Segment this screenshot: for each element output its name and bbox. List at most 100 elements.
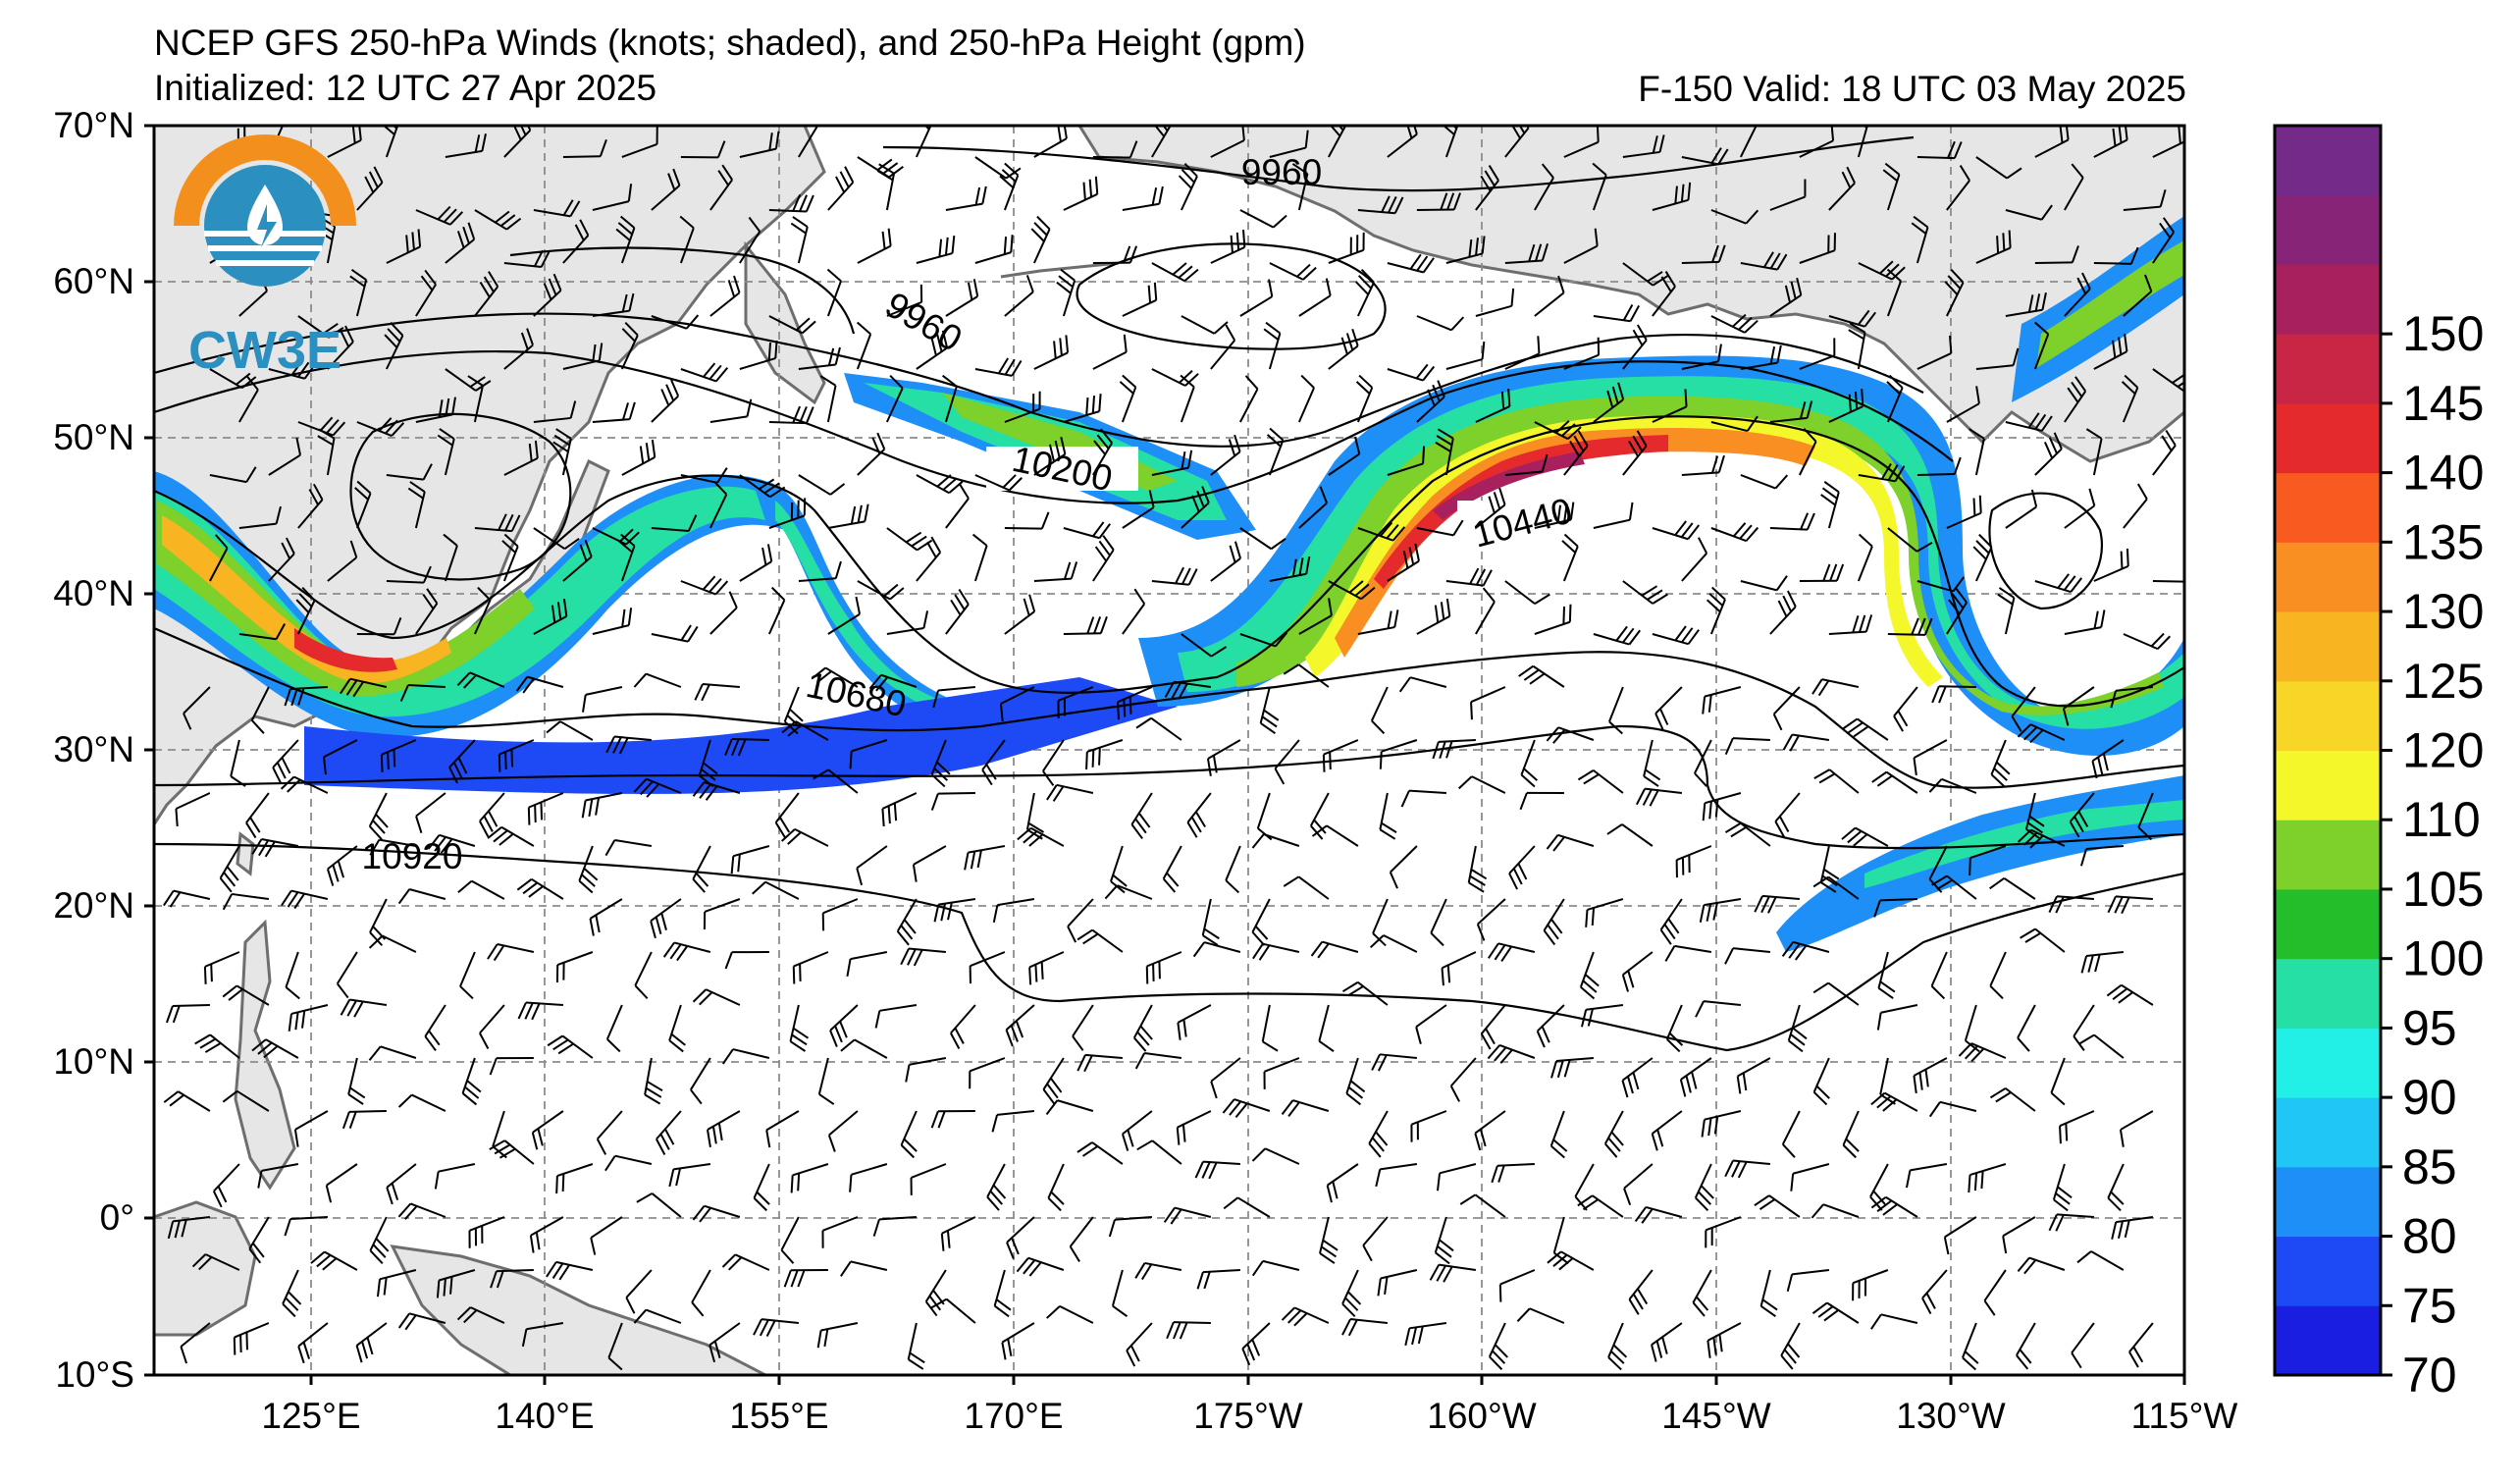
wind-barb-feather	[1322, 754, 1326, 772]
wind-barb-feather	[1882, 1098, 1898, 1112]
wind-barb-feather	[713, 481, 728, 496]
wind-barb-feather	[1310, 940, 1324, 957]
wind-barb	[1004, 291, 1034, 317]
wind-barb-feather	[1556, 504, 1562, 523]
wind-barb-feather	[2048, 895, 2058, 914]
wind-barb-feather	[1178, 683, 1188, 700]
wind-barb-feather	[839, 171, 850, 188]
wind-barb-feather	[1969, 428, 1985, 440]
wind-barb-feather	[1541, 453, 1549, 472]
wind-barb-feather	[913, 949, 923, 967]
wind-barb-feather	[2119, 1129, 2125, 1147]
wind-barb-feather	[1627, 1076, 1634, 1094]
wind-barb-feather	[1139, 1025, 1153, 1040]
wind-barb-feather	[1148, 490, 1155, 508]
wind-barb-feather	[724, 738, 733, 756]
wind-barb-feather	[701, 768, 716, 781]
wind-barb-feather	[756, 1191, 770, 1205]
wind-barb-feather	[1183, 268, 1199, 283]
wind-barb	[605, 1004, 623, 1040]
wind-barb-feather	[846, 958, 852, 978]
wind-barb	[1879, 1057, 1889, 1095]
wind-barb-feather	[1853, 833, 1868, 847]
wind-barb-feather	[1995, 761, 2011, 775]
wind-barb-feather	[1820, 494, 1836, 506]
wind-barb-feather	[1360, 268, 1375, 284]
lat-label: 40°N	[53, 573, 134, 613]
wind-barb-feather	[1110, 880, 1126, 894]
wind-barb-feather	[1319, 486, 1329, 503]
wind-barb-feather	[664, 1128, 675, 1145]
wind-barb-feather	[1842, 717, 1859, 730]
wind-barb-feather	[2055, 896, 2065, 914]
wind-barb-feather	[1422, 365, 1436, 382]
wind-barb-feather	[369, 931, 384, 946]
wind-barb-feather	[1072, 1035, 1084, 1051]
wind-barb-feather	[2002, 233, 2006, 251]
wind-barb-feather	[1291, 558, 1297, 577]
wind-barb-feather	[461, 1092, 478, 1106]
wind-barb-feather	[210, 964, 213, 982]
wind-barb-feather	[1304, 130, 1309, 148]
wind-barb-feather	[1481, 342, 1486, 360]
wind-barb-feather	[1176, 1127, 1181, 1145]
wind-barb-feather	[1731, 313, 1747, 328]
wind-barb-feather	[1076, 1054, 1086, 1072]
wind-barb-feather	[1476, 924, 1486, 941]
wind-barb	[1792, 1269, 1830, 1276]
wind-barb-feather	[1152, 963, 1155, 981]
wind-barb-feather	[494, 1143, 511, 1155]
wind-barb-feather	[900, 925, 914, 940]
wind-barb-feather	[2110, 1191, 2125, 1205]
wind-barb-feather	[1884, 162, 1901, 176]
wind-barb-feather	[633, 672, 648, 688]
wind-barb	[1886, 281, 1903, 317]
colorbar-tick-label: 110	[2402, 792, 2481, 847]
wind-barb-feather	[351, 126, 356, 144]
wind-barb	[1239, 633, 1277, 648]
wind-barb	[2033, 334, 2050, 370]
wind-barb-feather	[799, 963, 802, 981]
wind-barb-feather	[1508, 873, 1519, 890]
wind-barb-feather	[2102, 753, 2109, 771]
wind-barb-feather	[1983, 1299, 1996, 1316]
wind-barb-feather	[1469, 874, 1486, 886]
wind-barb-feather	[175, 808, 179, 827]
wind-barb-feather	[667, 173, 676, 190]
wind-barb-feather	[1848, 394, 1852, 412]
wind-barb	[1769, 195, 1806, 211]
wind-barb-feather	[680, 624, 692, 641]
wind-barb-feather	[1045, 1099, 1059, 1116]
wind-barb	[2071, 1322, 2095, 1354]
wind-barb-feather	[1076, 928, 1093, 941]
wind-barb	[1623, 1163, 1654, 1190]
wind-barb-feather	[1928, 778, 1943, 793]
wind-barb-feather	[443, 533, 458, 547]
wind-barb-feather	[1201, 1161, 1211, 1179]
wind-barb-feather	[1222, 1098, 1235, 1114]
wind-barb-feather	[855, 596, 862, 614]
wind-barb-feather	[2094, 954, 2101, 973]
wind-barb-feather	[294, 1012, 299, 1031]
wind-barb-feather	[1387, 610, 1392, 629]
wind-barb-feather	[457, 879, 473, 894]
lon-label: 170°E	[964, 1396, 1063, 1436]
wind-barb-feather	[640, 780, 654, 796]
wind-barb-feather	[2110, 690, 2118, 709]
wind-barb-feather	[2059, 126, 2064, 143]
colorbar-tick-label: 125	[2402, 654, 2484, 709]
wind-barb	[238, 633, 277, 641]
wind-barb	[1880, 1004, 1918, 1014]
wind-barb-feather	[1911, 222, 1927, 235]
wind-barb-feather	[214, 534, 229, 550]
wind-barb	[1114, 1216, 1152, 1221]
wind-barb-feather	[1958, 1042, 1972, 1057]
wind-barb-feather	[1921, 1298, 1932, 1315]
colorbar-tick-label: 105	[2402, 862, 2484, 917]
wind-barb	[1298, 502, 1328, 529]
wind-barb-feather	[2129, 246, 2139, 265]
wind-barb-feather	[645, 1086, 662, 1098]
wind-barb-feather	[346, 999, 357, 1017]
wind-barb-feather	[1706, 599, 1721, 613]
wind-barb	[327, 556, 357, 582]
